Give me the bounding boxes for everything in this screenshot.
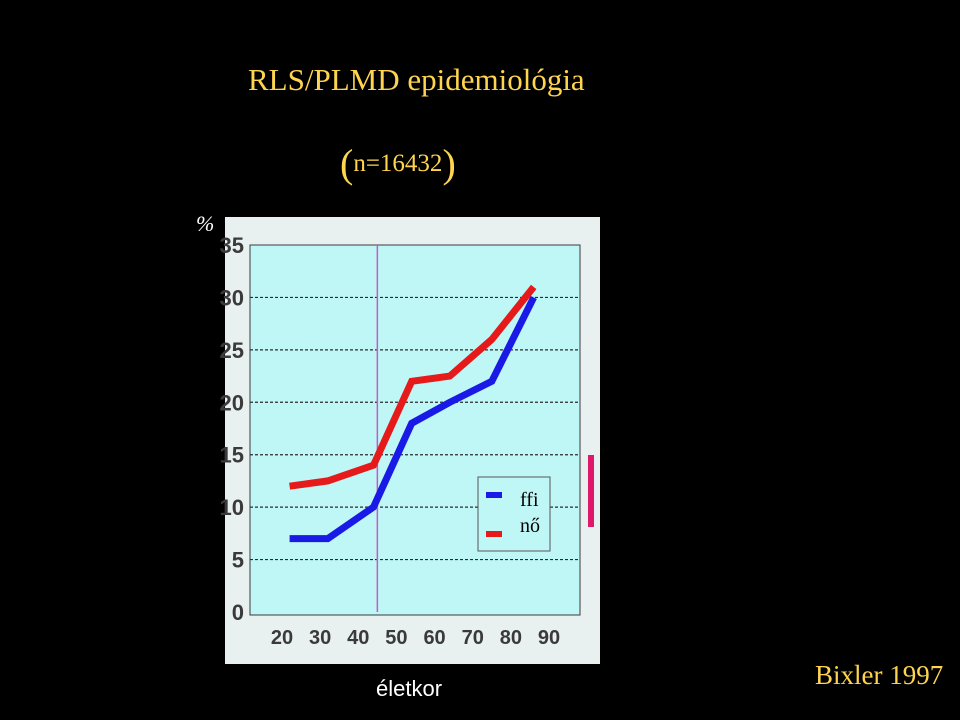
x-tick-label: 50	[385, 627, 407, 649]
x-tick-label: 80	[500, 627, 522, 649]
y-tick-label: 35	[220, 233, 244, 258]
accent-bar	[588, 455, 594, 527]
x-tick-label: 30	[309, 627, 331, 649]
y-tick-label: 30	[220, 285, 244, 310]
series-line-ffi	[289, 295, 537, 543]
legend-swatch-no	[486, 531, 502, 537]
subtitle-text: n=16432	[353, 150, 443, 177]
series-lines	[289, 284, 537, 543]
legend-label-ffi: ffi	[520, 489, 539, 511]
x-tick-label: 90	[538, 627, 560, 649]
y-tick-label: 25	[220, 338, 244, 363]
x-axis-label: életkor	[376, 676, 443, 701]
x-tick-label: 70	[462, 627, 484, 649]
y-tick-label: 5	[232, 548, 244, 573]
legend: ffi nő	[477, 476, 551, 552]
x-tick-labels: 20 30 40 50 60 70 80 90	[271, 627, 560, 649]
x-tick-label: 60	[423, 627, 445, 649]
y-tick-label: 10	[220, 495, 244, 520]
x-tick-label: 20	[271, 627, 293, 649]
series-line-no	[289, 284, 537, 490]
subtitle-open-paren: (	[340, 141, 354, 186]
subtitle-close-paren: )	[442, 141, 456, 186]
y-tick-label: 20	[220, 390, 244, 415]
x-tick-label: 40	[347, 627, 369, 649]
y-tick-label: 15	[220, 443, 244, 468]
plot-area	[249, 244, 581, 616]
citation: Bixler 1997	[815, 660, 944, 690]
y-tick-label: 0	[232, 600, 244, 625]
legend-box	[477, 476, 551, 552]
legend-label-no: nő	[520, 515, 540, 537]
legend-swatch-ffi	[486, 492, 502, 498]
chart-subtitle: (n=16432)	[340, 140, 456, 187]
y-tick-labels: 0 5 10 15 20 25 30 35	[220, 233, 244, 625]
chart-title: RLS/PLMD epidemiológia	[248, 62, 585, 97]
y-axis-label: %	[196, 211, 215, 236]
